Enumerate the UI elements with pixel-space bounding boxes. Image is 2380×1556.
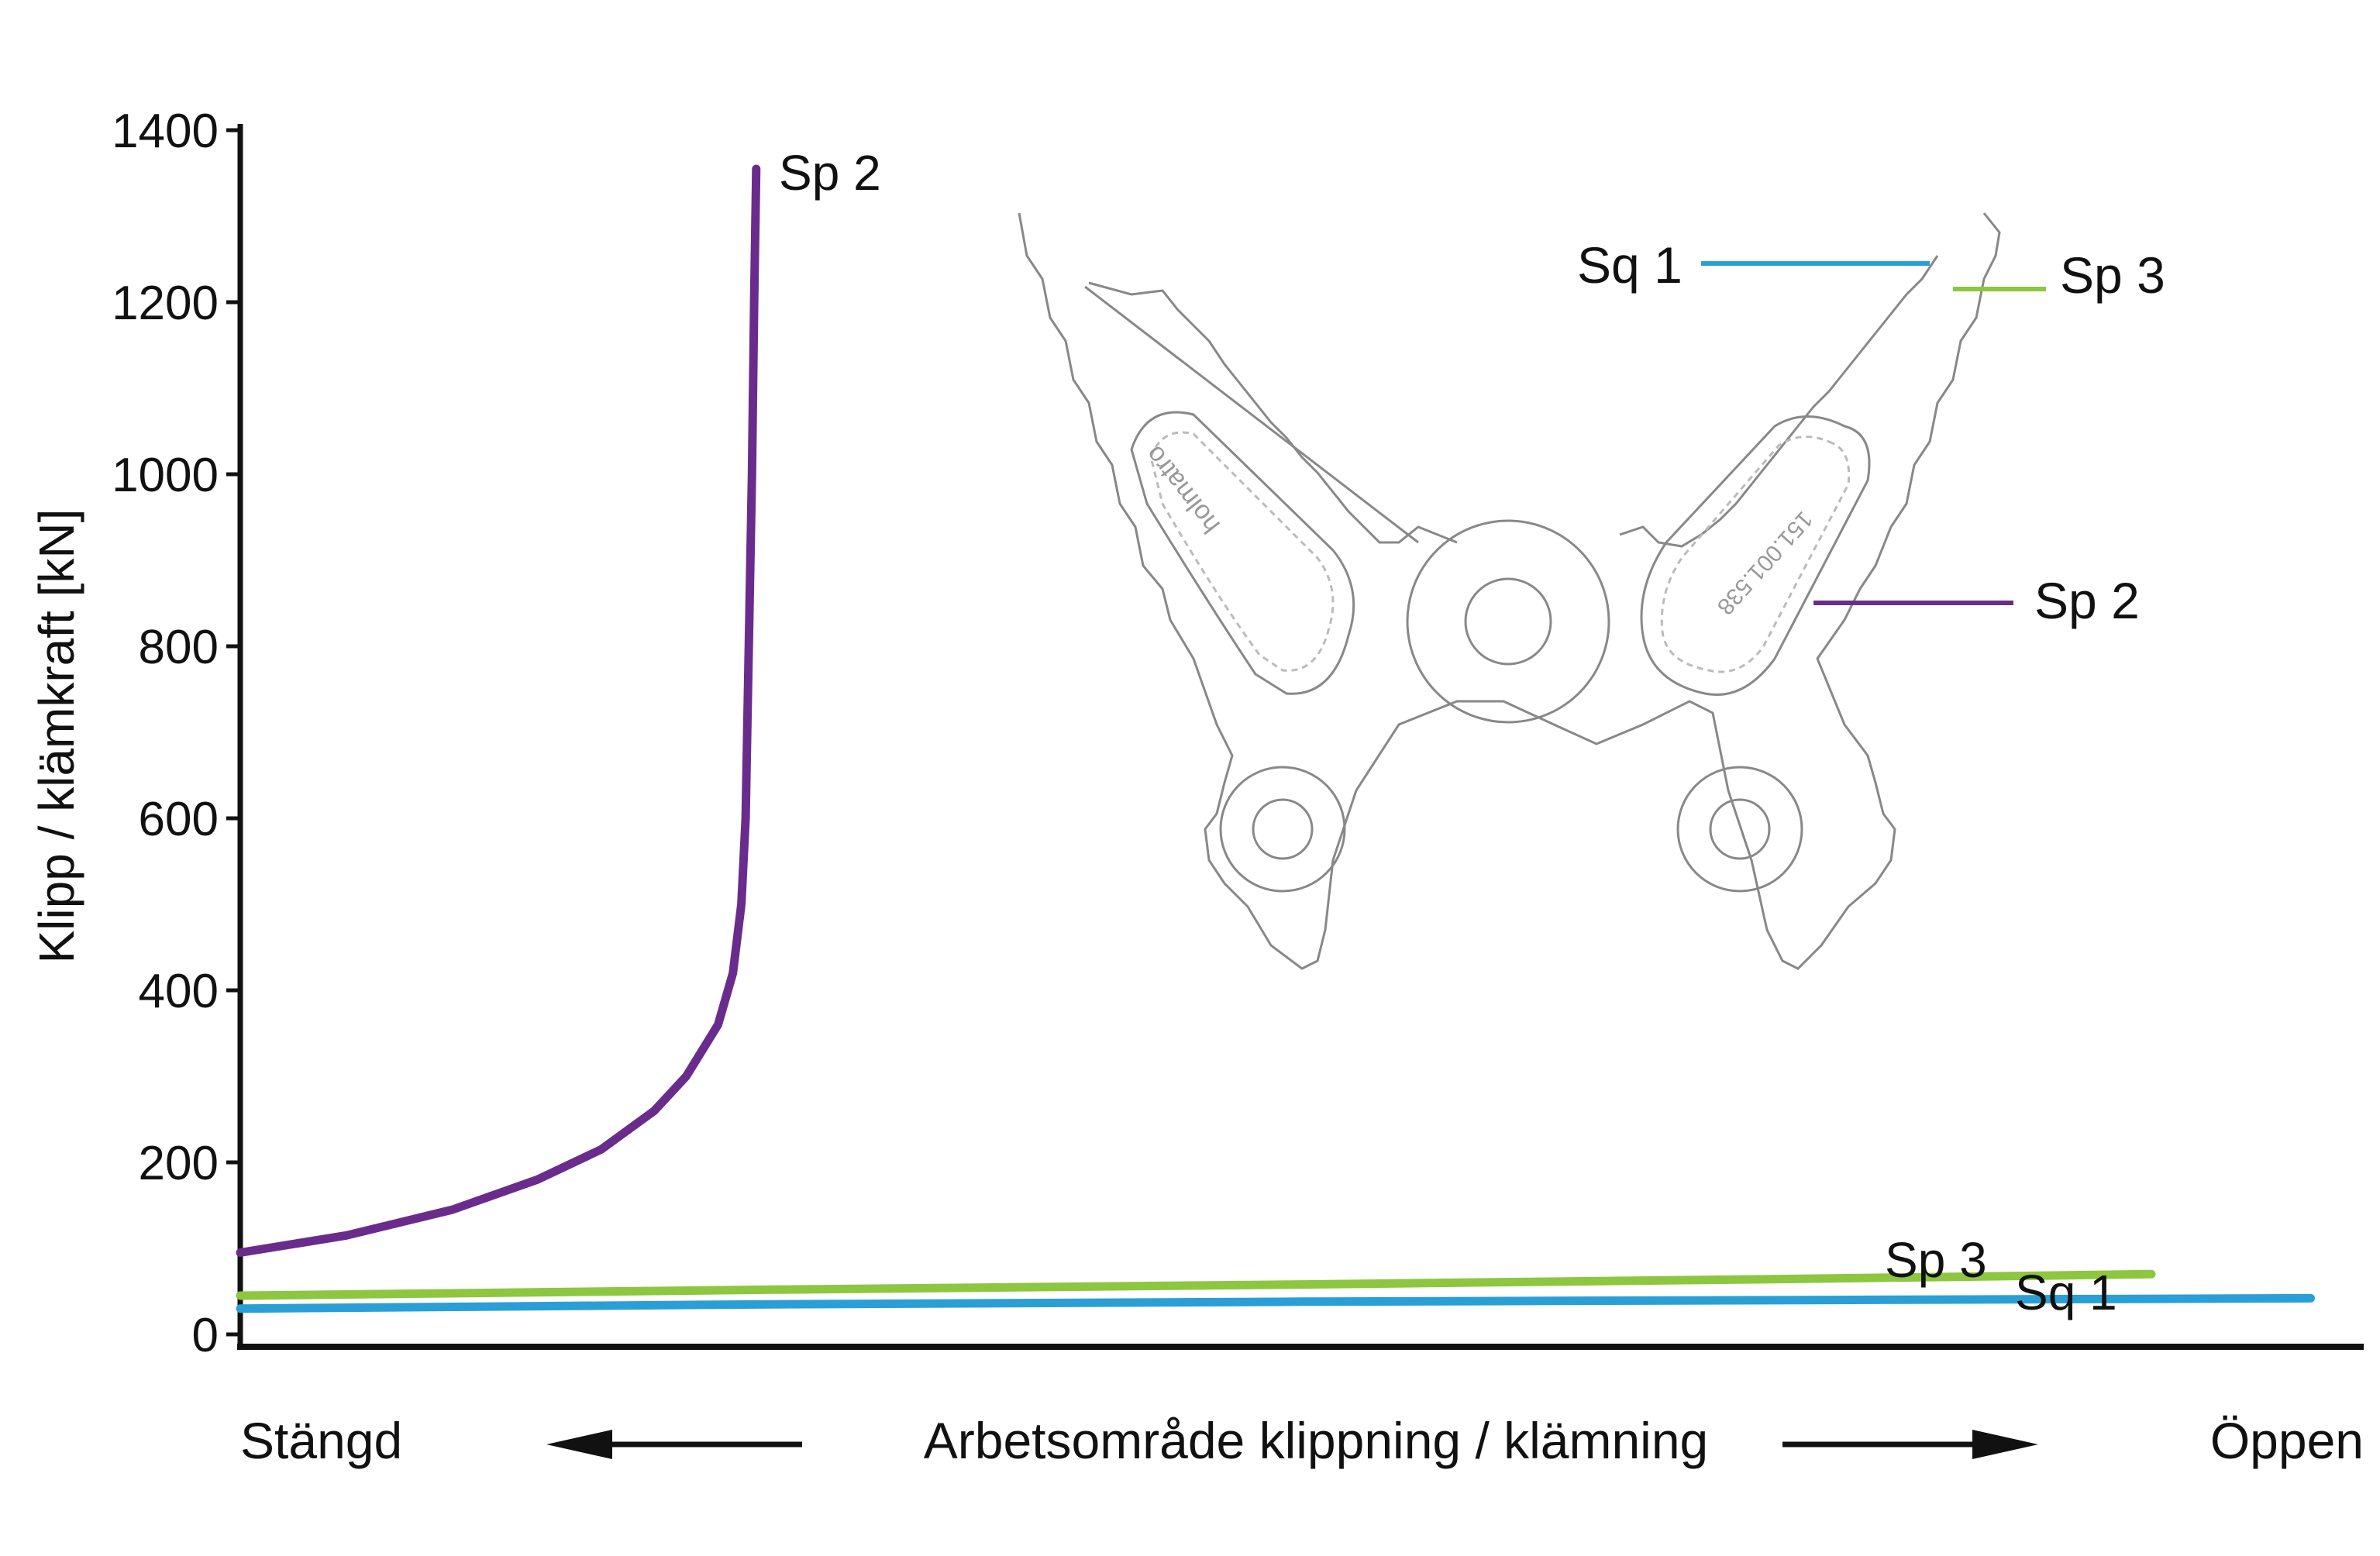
right-window-inner [1660,435,1851,673]
series-label-sq1: Sq 1 [2015,1265,2117,1320]
cutter-illustration: holmatro 151.001.538 [1018,212,2001,970]
callout-label-sp2: Sp 2 [2034,572,2140,629]
arrow-right-head [1972,1430,2038,1459]
x-left-label: Stängd [240,1412,402,1469]
stamp-part-number: 151.001.538 [1712,506,1817,619]
y-tick-label: 1200 [112,277,219,330]
left-window [1130,411,1355,695]
y-tick-label: 200 [139,1137,219,1190]
axes [237,124,2364,1350]
y-tick-label: 800 [139,621,219,674]
y-ticks: 0 200 400 600 800 1000 1200 1400 [112,105,242,1362]
y-axis-label: Klipp / klämkraft [kN] [29,509,84,964]
callout-label-sp3: Sp 3 [2060,246,2165,304]
left-blade-edge-line [1084,285,1419,544]
callout-label-sq1: Sq 1 [1577,236,1683,294]
left-lug-outer [1219,766,1346,893]
y-tick-label: 600 [139,793,219,846]
y-tick-label: 0 [192,1309,219,1362]
right-lug-inner [1709,798,1771,860]
right-lug-outer [1676,766,1803,893]
left-window-inner [1149,431,1335,672]
series-line-sq1 [236,1293,2315,1313]
arrow-left-head [546,1430,612,1459]
right-blade-inner-edge [1619,255,1939,548]
left-lug-inner [1252,798,1314,860]
series-label-sp3: Sp 3 [1885,1232,1987,1288]
y-tick-label: 1400 [112,105,219,158]
left-blade-outline [1018,212,2001,970]
stamp-holmatro: holmatro [1140,440,1226,539]
series-lines [236,164,2315,1313]
series-line-sp2 [236,164,761,1257]
center-hub-outer [1406,519,1610,724]
series-label-sp2: Sp 2 [779,145,881,201]
x-axis-label: Arbetsområde klippning / klämning [924,1412,1709,1469]
series-line-sp3 [236,1269,2156,1300]
x-annotation: Stängd Arbetsområde klippning / klämning… [240,1412,2364,1469]
center-hub-inner [1464,577,1552,666]
left-blade-inner-edge [1088,281,1458,544]
right-window [1640,415,1871,696]
y-tick-label: 400 [139,965,219,1018]
x-right-label: Öppen [2210,1412,2364,1469]
y-tick-label: 1000 [112,449,219,502]
inset-callouts: Sq 1 Sp 3 Sp 2 [1577,236,2165,629]
